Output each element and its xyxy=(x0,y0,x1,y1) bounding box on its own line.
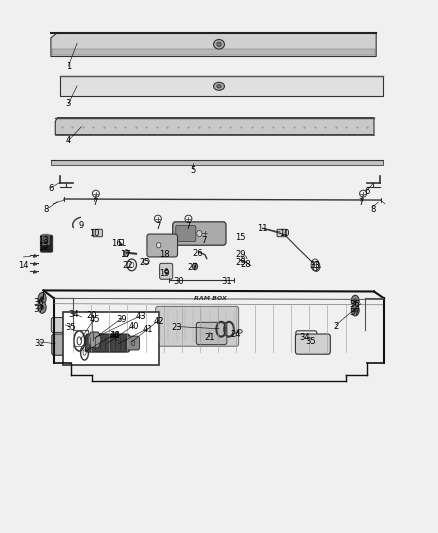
Text: 35: 35 xyxy=(305,337,316,346)
Text: 41: 41 xyxy=(143,325,153,334)
FancyBboxPatch shape xyxy=(147,234,177,257)
Text: 36: 36 xyxy=(349,300,360,309)
FancyBboxPatch shape xyxy=(40,235,53,252)
Text: 13: 13 xyxy=(38,236,49,245)
Ellipse shape xyxy=(197,230,202,237)
FancyBboxPatch shape xyxy=(85,334,130,352)
Text: 1: 1 xyxy=(66,62,71,70)
Text: 29: 29 xyxy=(235,251,246,260)
Text: 34: 34 xyxy=(69,310,79,319)
Text: 29: 29 xyxy=(235,258,246,266)
Polygon shape xyxy=(60,76,383,96)
Ellipse shape xyxy=(124,250,129,257)
Text: 18: 18 xyxy=(159,250,170,259)
Ellipse shape xyxy=(194,265,196,268)
FancyBboxPatch shape xyxy=(93,229,102,237)
Text: 7: 7 xyxy=(201,237,206,246)
Text: 27: 27 xyxy=(187,263,198,272)
Text: 34: 34 xyxy=(299,333,310,342)
Text: 24: 24 xyxy=(230,330,240,339)
Text: 11: 11 xyxy=(258,224,268,233)
Text: RAM BOX: RAM BOX xyxy=(194,296,227,301)
Text: 23: 23 xyxy=(172,323,182,332)
Ellipse shape xyxy=(41,305,44,310)
Text: 37: 37 xyxy=(33,305,44,314)
Ellipse shape xyxy=(351,304,359,316)
Text: 26: 26 xyxy=(193,249,203,259)
Polygon shape xyxy=(55,118,374,135)
Text: 42: 42 xyxy=(153,317,164,326)
Text: 38: 38 xyxy=(109,331,120,340)
FancyBboxPatch shape xyxy=(42,234,49,245)
Text: 43: 43 xyxy=(136,312,147,321)
Ellipse shape xyxy=(351,295,359,307)
Ellipse shape xyxy=(354,308,357,312)
FancyBboxPatch shape xyxy=(155,306,239,346)
FancyBboxPatch shape xyxy=(127,336,140,350)
Text: 45: 45 xyxy=(89,315,100,324)
Text: 32: 32 xyxy=(35,339,45,348)
Ellipse shape xyxy=(354,299,357,303)
FancyBboxPatch shape xyxy=(295,334,330,354)
Text: 28: 28 xyxy=(241,260,251,269)
Ellipse shape xyxy=(41,296,44,301)
Text: 8: 8 xyxy=(371,205,376,214)
Text: 44: 44 xyxy=(110,331,120,340)
Text: 40: 40 xyxy=(129,322,139,331)
Ellipse shape xyxy=(156,243,161,248)
Text: 35: 35 xyxy=(65,323,76,332)
Text: 3: 3 xyxy=(66,99,71,108)
Text: 39: 39 xyxy=(117,314,127,324)
Text: 9: 9 xyxy=(79,221,84,230)
FancyBboxPatch shape xyxy=(277,229,287,237)
Text: 22: 22 xyxy=(122,261,133,270)
Text: 17: 17 xyxy=(120,250,131,259)
Ellipse shape xyxy=(38,293,46,304)
Ellipse shape xyxy=(217,85,221,88)
Text: 12: 12 xyxy=(38,243,49,252)
Text: 6: 6 xyxy=(364,187,369,196)
FancyBboxPatch shape xyxy=(176,225,196,241)
Text: 7: 7 xyxy=(155,222,161,231)
Text: 33: 33 xyxy=(309,261,320,270)
Text: 6: 6 xyxy=(48,184,53,193)
Text: 10: 10 xyxy=(89,229,100,238)
Text: 19: 19 xyxy=(159,269,170,278)
Text: 10: 10 xyxy=(279,229,290,238)
FancyBboxPatch shape xyxy=(173,222,226,245)
Text: 7: 7 xyxy=(92,198,97,207)
Text: 14: 14 xyxy=(18,261,28,270)
FancyBboxPatch shape xyxy=(52,334,71,356)
Polygon shape xyxy=(52,49,375,55)
Text: 21: 21 xyxy=(204,333,215,342)
Ellipse shape xyxy=(214,82,224,90)
Ellipse shape xyxy=(214,39,224,49)
Text: 16: 16 xyxy=(111,239,122,248)
Ellipse shape xyxy=(38,302,46,313)
Text: 2: 2 xyxy=(333,322,339,331)
FancyBboxPatch shape xyxy=(159,263,173,279)
Text: 15: 15 xyxy=(235,233,245,242)
Text: 31: 31 xyxy=(222,277,232,286)
Polygon shape xyxy=(51,160,383,165)
Text: 5: 5 xyxy=(190,166,195,175)
Text: 36: 36 xyxy=(33,297,44,306)
Text: 20: 20 xyxy=(86,311,97,320)
FancyBboxPatch shape xyxy=(196,322,227,345)
Text: 30: 30 xyxy=(173,277,184,286)
Text: 8: 8 xyxy=(44,205,49,214)
Text: 37: 37 xyxy=(349,308,360,317)
Text: 7: 7 xyxy=(358,198,364,207)
FancyBboxPatch shape xyxy=(63,312,159,365)
Text: 25: 25 xyxy=(140,258,150,266)
Ellipse shape xyxy=(217,42,221,46)
FancyBboxPatch shape xyxy=(51,318,78,333)
Polygon shape xyxy=(51,33,376,56)
Text: 7: 7 xyxy=(186,222,191,231)
Ellipse shape xyxy=(192,263,198,270)
Text: 4: 4 xyxy=(66,136,71,145)
